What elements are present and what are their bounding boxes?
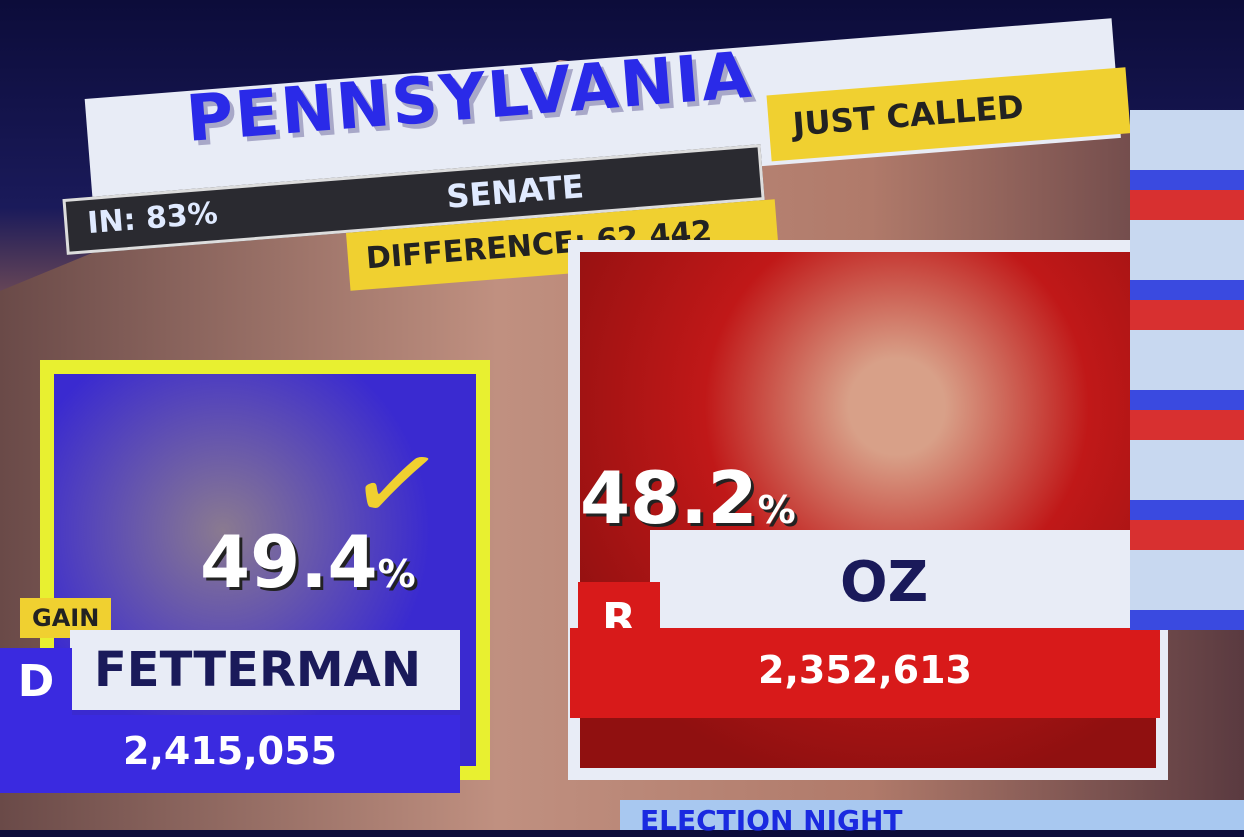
- candidate-percent: 49.4: [200, 520, 378, 604]
- candidate-name: OZ: [650, 530, 1160, 630]
- footer-banner: ELECTION NIGHT: [620, 800, 1244, 837]
- percent-sign: %: [377, 552, 416, 596]
- candidate-card-fetterman: ✓ 49.4% GAIN FETTERMAN D 2,415,055: [0, 330, 500, 810]
- candidate-card-oz: 48.2% OZ R 2,352,613: [560, 220, 1180, 780]
- reporting-percent: IN: 83%: [86, 196, 219, 242]
- party-badge: D: [0, 648, 72, 720]
- vote-count: 2,352,613: [570, 628, 1160, 718]
- percent-sign: %: [757, 488, 796, 532]
- footer-text: ELECTION NIGHT: [640, 804, 903, 837]
- race-label: SENATE: [444, 167, 586, 216]
- candidate-percent: 48.2: [580, 456, 758, 540]
- side-results-panel: [1130, 110, 1244, 630]
- vote-count: 2,415,055: [0, 715, 460, 793]
- candidate-name: FETTERMAN: [70, 630, 460, 710]
